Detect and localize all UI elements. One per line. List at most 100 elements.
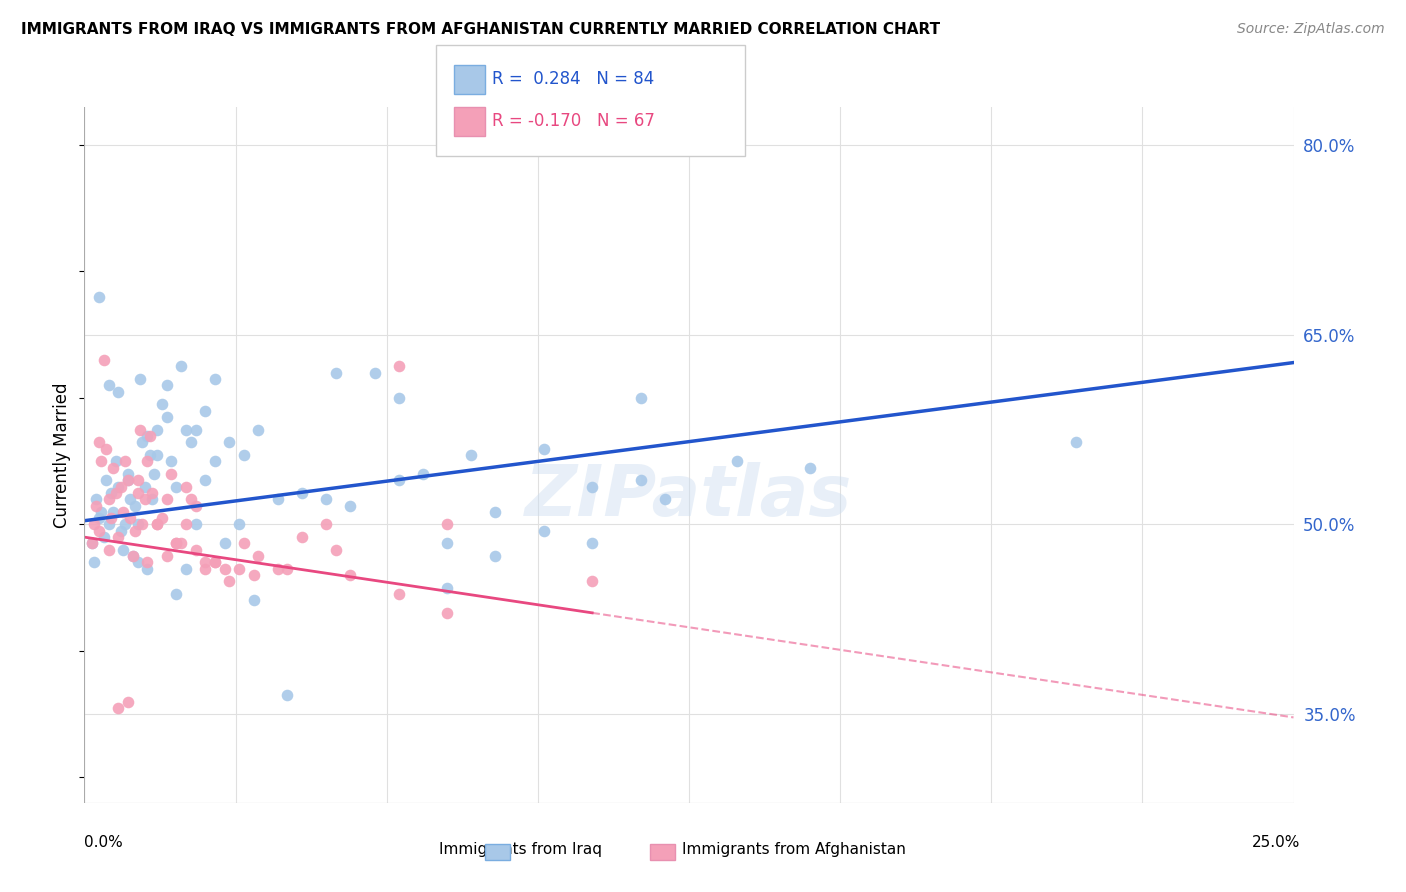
Point bbox=[204, 454, 226, 468]
Point bbox=[315, 492, 337, 507]
Point bbox=[325, 366, 347, 380]
Point bbox=[581, 574, 603, 589]
Point bbox=[90, 505, 112, 519]
Point bbox=[97, 517, 120, 532]
Point bbox=[97, 378, 120, 392]
Point bbox=[799, 460, 821, 475]
Point bbox=[131, 435, 153, 450]
Point bbox=[120, 511, 142, 525]
Text: R =  0.284   N = 84: R = 0.284 N = 84 bbox=[492, 70, 654, 88]
Point bbox=[94, 473, 117, 487]
Point bbox=[136, 562, 159, 576]
Point bbox=[146, 448, 169, 462]
Point bbox=[121, 549, 143, 563]
Point bbox=[134, 492, 156, 507]
Text: 25.0%: 25.0% bbox=[1253, 836, 1301, 850]
Point bbox=[228, 517, 250, 532]
Point bbox=[138, 429, 160, 443]
Point bbox=[107, 479, 129, 493]
Point bbox=[174, 562, 197, 576]
Point bbox=[112, 542, 135, 557]
Point bbox=[725, 454, 748, 468]
Point bbox=[436, 517, 458, 532]
Point bbox=[184, 517, 207, 532]
Point bbox=[165, 479, 187, 493]
Point bbox=[150, 511, 173, 525]
Point bbox=[97, 492, 120, 507]
Point bbox=[150, 397, 173, 411]
Point bbox=[214, 536, 236, 550]
Point bbox=[131, 517, 153, 532]
Point bbox=[87, 511, 110, 525]
Point bbox=[581, 479, 603, 493]
Point bbox=[120, 492, 142, 507]
Point bbox=[184, 499, 207, 513]
Point bbox=[155, 492, 177, 507]
Point bbox=[170, 359, 193, 374]
Point bbox=[247, 423, 270, 437]
Point bbox=[180, 492, 202, 507]
Point bbox=[160, 454, 183, 468]
Point bbox=[136, 454, 159, 468]
Point bbox=[114, 454, 136, 468]
Point bbox=[436, 606, 458, 620]
Point bbox=[339, 568, 361, 582]
Point bbox=[218, 435, 240, 450]
Point bbox=[581, 536, 603, 550]
Point bbox=[86, 492, 108, 507]
Point bbox=[165, 587, 187, 601]
Point bbox=[97, 542, 120, 557]
Point bbox=[533, 524, 555, 538]
Point bbox=[484, 549, 506, 563]
Point bbox=[325, 542, 347, 557]
Text: ZIPatlas: ZIPatlas bbox=[526, 462, 852, 531]
Point bbox=[146, 423, 169, 437]
Point bbox=[93, 530, 115, 544]
Point bbox=[194, 403, 217, 417]
Point bbox=[100, 511, 122, 525]
Text: Source: ZipAtlas.com: Source: ZipAtlas.com bbox=[1237, 22, 1385, 37]
Point bbox=[103, 505, 125, 519]
Text: IMMIGRANTS FROM IRAQ VS IMMIGRANTS FROM AFGHANISTAN CURRENTLY MARRIED CORRELATIO: IMMIGRANTS FROM IRAQ VS IMMIGRANTS FROM … bbox=[21, 22, 941, 37]
Point bbox=[87, 524, 110, 538]
Point bbox=[117, 467, 139, 481]
Point bbox=[80, 536, 103, 550]
Point bbox=[114, 517, 136, 532]
Point bbox=[107, 384, 129, 399]
Point bbox=[141, 486, 163, 500]
Point bbox=[129, 423, 152, 437]
Point bbox=[155, 378, 177, 392]
Point bbox=[233, 448, 256, 462]
Point bbox=[146, 517, 169, 532]
Point bbox=[174, 517, 197, 532]
Point bbox=[233, 536, 256, 550]
Point bbox=[204, 556, 226, 570]
Point bbox=[143, 467, 166, 481]
Point bbox=[184, 542, 207, 557]
Point bbox=[121, 549, 143, 563]
Text: Immigrants from Iraq: Immigrants from Iraq bbox=[439, 842, 602, 856]
Point bbox=[86, 499, 108, 513]
Point bbox=[93, 353, 115, 368]
Point bbox=[136, 429, 159, 443]
Point bbox=[107, 701, 129, 715]
Point bbox=[83, 556, 105, 570]
Point bbox=[127, 556, 149, 570]
Point bbox=[276, 688, 298, 702]
Point bbox=[460, 448, 482, 462]
Point bbox=[103, 460, 125, 475]
Point bbox=[533, 442, 555, 456]
Point bbox=[276, 562, 298, 576]
Point bbox=[484, 505, 506, 519]
Point bbox=[174, 479, 197, 493]
Point bbox=[218, 574, 240, 589]
Point bbox=[112, 505, 135, 519]
Point bbox=[204, 556, 226, 570]
Point bbox=[436, 536, 458, 550]
Point bbox=[214, 562, 236, 576]
Point bbox=[136, 556, 159, 570]
Point bbox=[388, 359, 411, 374]
Point bbox=[388, 391, 411, 405]
Point bbox=[174, 423, 197, 437]
Point bbox=[242, 568, 264, 582]
